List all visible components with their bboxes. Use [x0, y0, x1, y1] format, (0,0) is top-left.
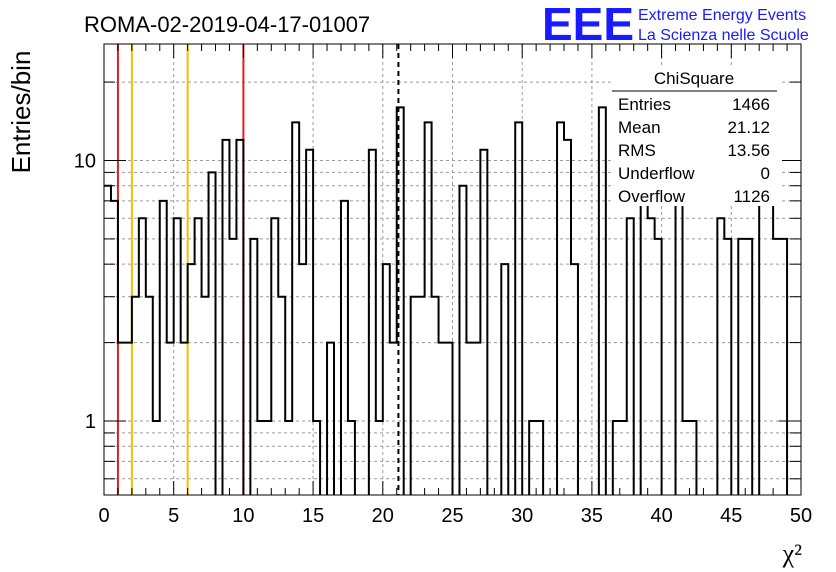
logo-line-2: La Scienza nelle Scuole	[638, 27, 809, 44]
x-tick-label: 35	[581, 505, 603, 527]
stats-overflow-value: 1126	[733, 187, 770, 206]
eee-logo: EEE Extreme Energy Events La Scienza nel…	[542, 0, 809, 50]
x-tick-label: 10	[232, 505, 254, 527]
x-tick-label: 30	[511, 505, 533, 527]
stats-box-bg	[612, 66, 782, 206]
stats-underflow-label: Underflow	[618, 164, 695, 183]
axis-ticks: 0 5 10 15 20 25 30 35 40 45 50 1 10	[74, 44, 812, 527]
x-tick-label: 0	[98, 505, 109, 527]
x-tick-label: 45	[720, 505, 742, 527]
stats-overflow-label: Overflow	[618, 187, 686, 206]
stats-box: ChiSquare Entries 1466 Mean 21.12 RMS 13…	[612, 66, 782, 206]
stats-entries-value: 1466	[732, 95, 770, 114]
stats-entries-label: Entries	[618, 95, 671, 114]
stats-mean-value: 21.12	[727, 118, 770, 137]
chart-title: ROMA-02-2019-04-17-01007	[84, 12, 370, 37]
histogram	[104, 106, 789, 495]
y-tick-label: 1	[85, 411, 96, 433]
stats-underflow-value: 0	[761, 164, 770, 183]
stats-rms-value: 13.56	[727, 141, 770, 160]
x-tick-label: 20	[372, 505, 394, 527]
logo-letters: EEE	[542, 0, 634, 50]
stats-title: ChiSquare	[654, 69, 734, 88]
stats-mean-label: Mean	[618, 118, 661, 137]
x-tick-label: 50	[790, 505, 812, 527]
x-tick-label: 15	[302, 505, 324, 527]
x-tick-label: 5	[168, 505, 179, 527]
x-axis-title: χ²	[782, 539, 803, 568]
y-tick-label: 10	[74, 150, 96, 172]
plot-frame	[103, 43, 802, 496]
histogram-outline	[104, 106, 789, 495]
y-axis-title: Entries/bin	[6, 51, 36, 174]
x-tick-label: 25	[441, 505, 463, 527]
x-tick-label: 40	[650, 505, 672, 527]
logo-line-1: Extreme Energy Events	[638, 7, 806, 24]
stats-rms-label: RMS	[618, 141, 656, 160]
